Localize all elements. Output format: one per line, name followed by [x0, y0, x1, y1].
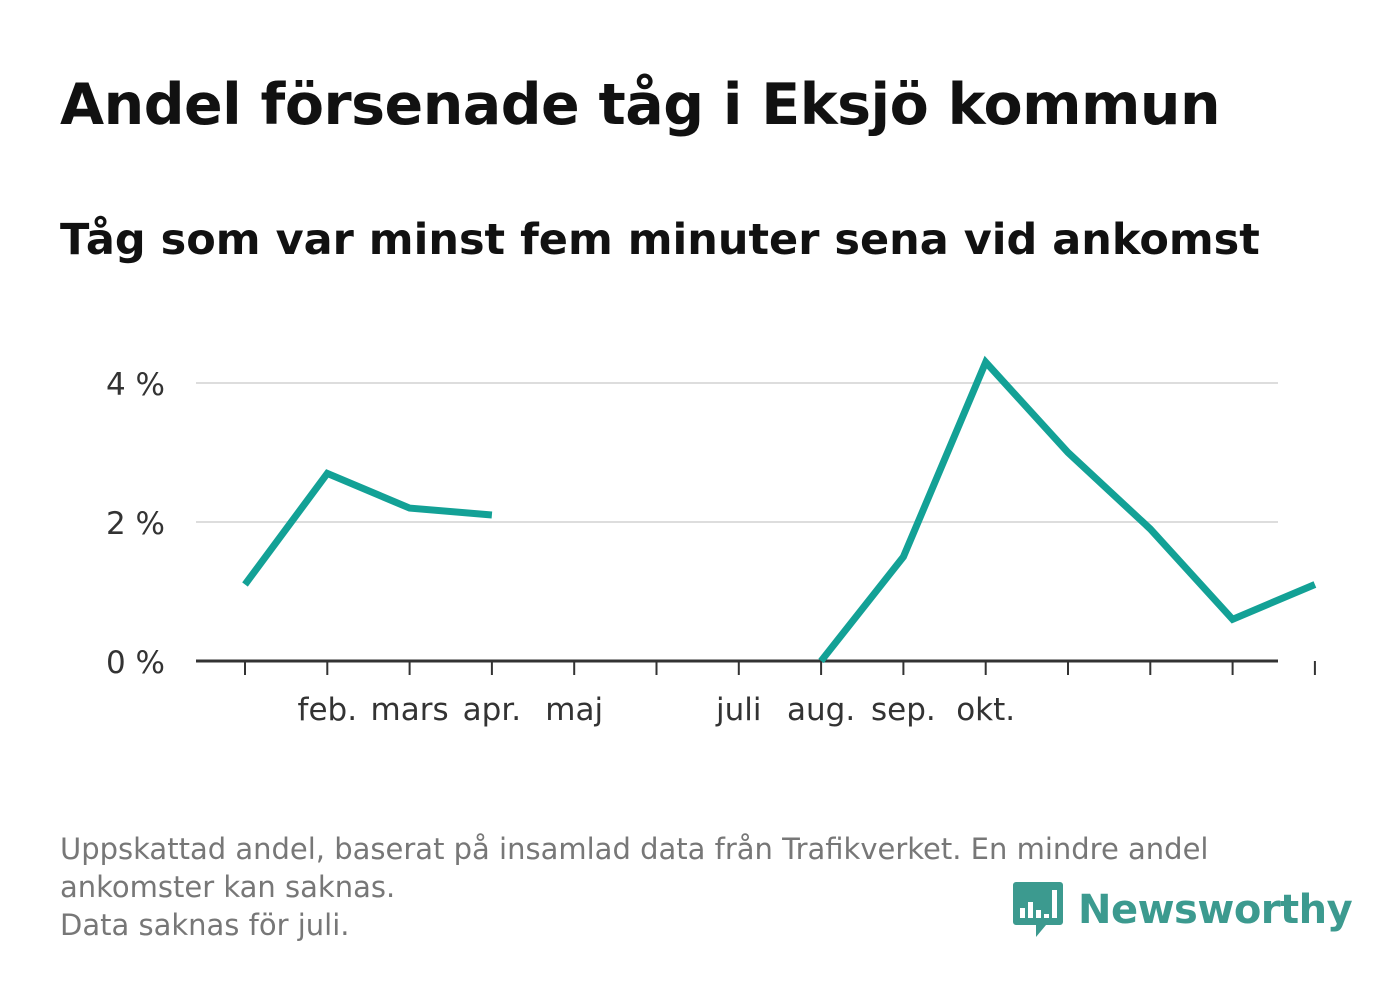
data-point	[818, 658, 825, 665]
footnote-line-2: ankomster kan saknas.	[60, 870, 396, 904]
y-tick-label: 0 %	[106, 645, 165, 681]
data-point	[1229, 616, 1236, 623]
x-tick-label: okt.	[956, 692, 1015, 728]
line-chart: 0 % 2 % 4 % feb. mars apr. maj juli aug. sep. okt.	[106, 355, 1318, 728]
x-tick-label: apr.	[463, 692, 521, 728]
newsworthy-logo-icon	[1013, 882, 1063, 937]
x-tick-label: juli	[715, 692, 762, 728]
data-point	[242, 581, 249, 588]
data-point	[406, 505, 413, 512]
y-tick-label: 4 %	[106, 367, 165, 403]
x-tick-label: aug.	[787, 692, 855, 728]
data-point	[1065, 449, 1072, 456]
data-point	[900, 553, 907, 560]
chart-subtitle: Tåg som var minst fem minuter sena vid a…	[60, 215, 1260, 265]
x-tick-label: mars	[371, 692, 449, 728]
data-point	[488, 512, 495, 519]
chart-title: Andel försenade tåg i Eksjö kommun	[60, 72, 1221, 138]
footnote: Uppskattad andel, baserat på insamlad da…	[60, 830, 1320, 944]
data-point	[1311, 581, 1318, 588]
brand-name: Newsworthy	[1078, 887, 1353, 933]
x-tick-label: feb.	[298, 692, 358, 728]
x-tick-label: maj	[545, 692, 603, 728]
data-point	[982, 359, 989, 366]
series-line	[818, 355, 1317, 664]
data-point	[324, 470, 331, 477]
data-point	[1147, 525, 1154, 532]
brand-logo[interactable]: Newsworthy	[1012, 880, 1353, 940]
footnote-line-3: Data saknas för juli.	[60, 908, 350, 942]
footnote-line-1: Uppskattad andel, baserat på insamlad da…	[60, 832, 1209, 866]
x-tick-label: sep.	[871, 692, 936, 728]
series-line	[242, 469, 493, 587]
y-tick-label: 2 %	[106, 506, 165, 542]
